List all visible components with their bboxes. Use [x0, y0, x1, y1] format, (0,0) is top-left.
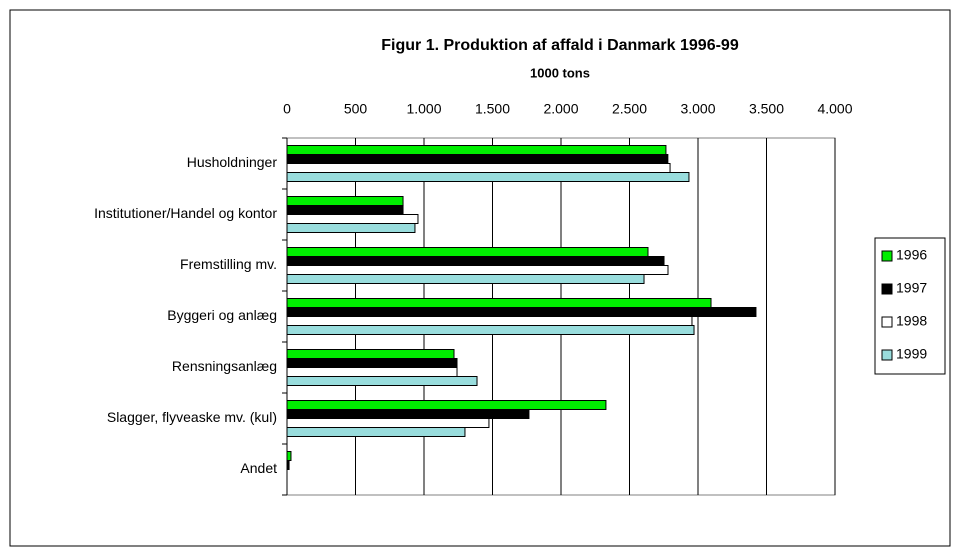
bar [286, 172, 690, 182]
bar [286, 418, 490, 428]
legend-swatch [881, 316, 893, 328]
x-tick-label: 3.500 [749, 101, 784, 117]
bar [286, 274, 645, 284]
legend-label: 1996 [896, 247, 927, 263]
x-tick-label: 2.000 [543, 101, 578, 117]
bar [286, 205, 404, 215]
bar [286, 367, 458, 377]
bar [286, 427, 466, 437]
y-tick-label: Byggeri og anlæg [167, 307, 277, 323]
x-tick-label: 1.500 [475, 101, 510, 117]
legend-label: 1999 [896, 346, 927, 362]
chart-subtitle: 1000 tons [530, 65, 590, 80]
bar [286, 196, 404, 206]
x-tick-label: 4.000 [817, 101, 852, 117]
bar [286, 223, 416, 233]
chart-title: Figur 1. Produktion af affald i Danmark … [381, 37, 739, 54]
bar [286, 349, 455, 359]
bar [286, 163, 671, 173]
bar [286, 214, 419, 224]
y-tick-label: Slagger, flyveaske mv. (kul) [107, 409, 277, 425]
bar [286, 298, 712, 308]
bar [286, 400, 607, 410]
bar [286, 256, 665, 266]
y-tick-label: Husholdninger [187, 154, 278, 170]
x-tick-label: 3.000 [680, 101, 715, 117]
legend-label: 1997 [896, 280, 927, 296]
y-tick-label: Rensningsanlæg [172, 358, 277, 374]
legend-label: 1998 [896, 313, 927, 329]
bar [286, 316, 693, 326]
bar [286, 460, 290, 470]
x-tick-label: 1.000 [406, 101, 441, 117]
bar [286, 358, 458, 368]
bar [286, 376, 478, 386]
bar [286, 154, 669, 164]
legend-swatch [881, 349, 893, 361]
bar [286, 307, 757, 317]
bar [286, 265, 669, 275]
x-tick-label: 0 [283, 101, 291, 117]
legend-swatch [881, 250, 893, 262]
legend-swatch [881, 283, 893, 295]
y-tick-label: Andet [240, 460, 277, 476]
bar [286, 325, 695, 335]
x-tick-label: 500 [344, 101, 368, 117]
bar [286, 145, 667, 155]
x-tick-label: 2.500 [612, 101, 647, 117]
y-tick-label: Institutioner/Handel og kontor [94, 205, 277, 221]
bar [286, 247, 649, 257]
y-tick-label: Fremstilling mv. [180, 256, 277, 272]
bar [286, 409, 530, 419]
bar [286, 451, 292, 461]
